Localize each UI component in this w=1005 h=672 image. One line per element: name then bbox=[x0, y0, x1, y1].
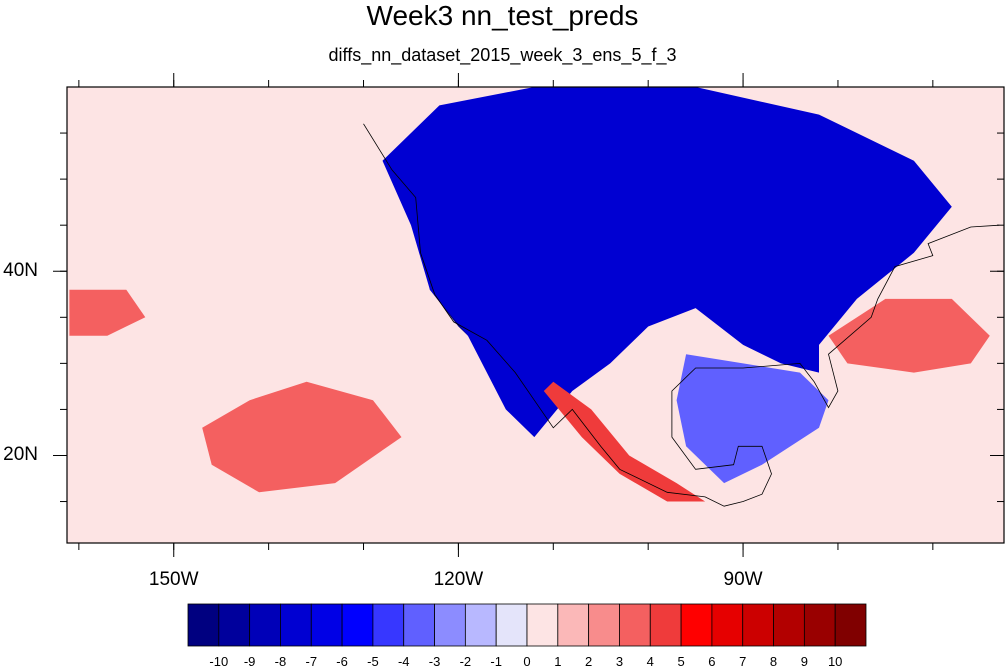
plot-area bbox=[67, 87, 1004, 543]
colorbar-label: 7 bbox=[739, 654, 747, 669]
colorbar-swatch bbox=[434, 603, 466, 647]
colorbar-label: 6 bbox=[708, 654, 716, 669]
colorbar-label: 1 bbox=[554, 654, 562, 669]
colorbar-swatch bbox=[526, 603, 559, 647]
colorbar-label: -1 bbox=[490, 654, 502, 669]
colorbar-label: 9 bbox=[800, 654, 808, 669]
colorbar-swatch bbox=[218, 603, 251, 647]
colorbar-label: -4 bbox=[397, 654, 410, 669]
colorbar-label: 10 bbox=[827, 654, 843, 669]
y-tick-label: 20N bbox=[3, 444, 38, 466]
colorbar-label: 8 bbox=[769, 654, 778, 669]
colorbar-label: -5 bbox=[367, 654, 379, 669]
colorbar-swatch bbox=[711, 603, 744, 647]
colorbar-label: -2 bbox=[459, 654, 472, 669]
y-tick-label: 40N bbox=[3, 260, 38, 282]
colorbar-swatch bbox=[310, 603, 343, 647]
colorbar-label: -6 bbox=[336, 654, 348, 669]
x-tick-label: 120W bbox=[433, 569, 484, 590]
warm-anomaly-atlantic bbox=[828, 298, 990, 373]
colorbar-label: -10 bbox=[209, 654, 229, 669]
warm-anomaly-west-pacific bbox=[69, 289, 146, 336]
colorbar-swatch bbox=[649, 603, 682, 647]
colorbar-swatch bbox=[403, 603, 435, 647]
colorbar-swatch bbox=[464, 603, 497, 647]
colorbar-swatch bbox=[588, 603, 620, 647]
cool-anomaly-east bbox=[676, 354, 829, 484]
warm-anomaly-mexico bbox=[543, 381, 706, 502]
colorbar-swatch bbox=[557, 603, 590, 647]
colorbar-swatch bbox=[495, 603, 528, 647]
colorbar-swatch bbox=[280, 603, 312, 647]
colorbar-swatch bbox=[773, 603, 805, 647]
colorbar-swatch bbox=[249, 603, 281, 647]
warm-anomaly-east-pacific bbox=[202, 381, 402, 493]
colorbar-swatch bbox=[834, 603, 867, 647]
x-tick-label: 150W bbox=[148, 569, 199, 590]
colorbar-label: 4 bbox=[646, 654, 654, 669]
colorbar-label: -8 bbox=[274, 654, 287, 669]
colorbar-swatch bbox=[619, 603, 651, 647]
cold-anomaly-canada bbox=[382, 87, 952, 438]
colorbar-label: 3 bbox=[615, 654, 624, 669]
x-tick-label: 90W bbox=[723, 569, 763, 590]
colorbar-swatch bbox=[341, 603, 374, 647]
colorbar-swatch bbox=[372, 603, 405, 647]
colorbar-label: 0 bbox=[523, 654, 531, 669]
colorbar-label: -7 bbox=[305, 654, 318, 669]
colorbar-label: 5 bbox=[677, 654, 685, 669]
colorbar-label: -9 bbox=[243, 654, 256, 669]
plot-frame bbox=[66, 86, 1005, 544]
colorbar-swatch bbox=[742, 603, 774, 647]
map-subtitle: diffs_nn_dataset_2015_week_3_ens_5_f_3 bbox=[328, 45, 677, 65]
colorbar-label: -3 bbox=[428, 654, 441, 669]
colorbar-swatch bbox=[187, 603, 220, 647]
colorbar-swatch bbox=[680, 603, 713, 647]
coastline-north-america bbox=[363, 123, 1000, 507]
colorbar-label: 2 bbox=[585, 654, 593, 669]
colorbar-swatch bbox=[803, 603, 836, 647]
map-title: Week3 nn_test_preds bbox=[366, 0, 639, 31]
coastline bbox=[363, 123, 1000, 507]
